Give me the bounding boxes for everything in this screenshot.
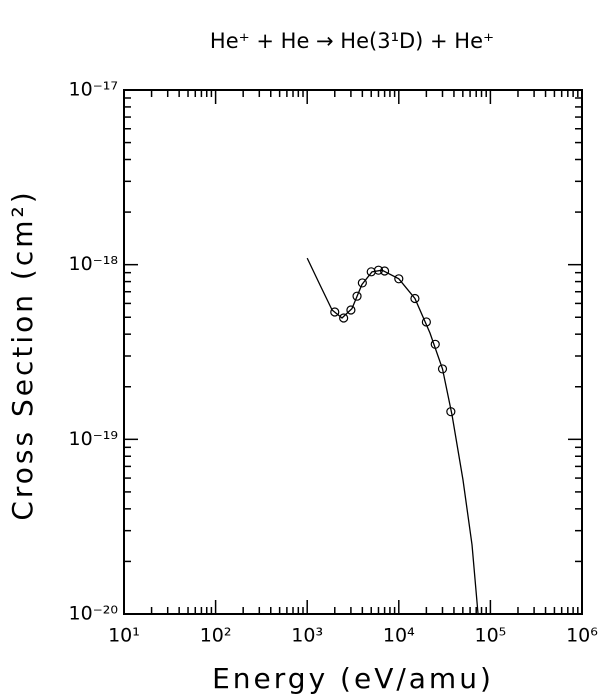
- data-point: [352, 291, 362, 301]
- x-tick-label: 10⁵: [475, 625, 507, 647]
- data-point: [446, 407, 456, 417]
- data-point: [346, 305, 356, 315]
- data-point: [430, 339, 440, 349]
- data-point: [330, 307, 340, 317]
- x-tick-label: 10²: [200, 625, 232, 647]
- y-tick-label: 10⁻¹⁸: [69, 253, 118, 275]
- data-point: [380, 266, 390, 276]
- data-point: [357, 278, 367, 288]
- x-tick-label: 10³: [291, 625, 323, 647]
- data-point: [339, 313, 349, 323]
- y-tick-label: 10⁻¹⁷: [69, 79, 118, 101]
- data-point: [394, 274, 404, 284]
- data-point: [373, 265, 384, 275]
- plot-frame: [123, 89, 583, 615]
- x-tick-label: 10¹: [108, 625, 140, 647]
- data-point: [437, 364, 448, 374]
- x-tick-label: 10⁶: [566, 625, 598, 647]
- y-axis-label: Cross Section (cm²): [6, 189, 39, 520]
- data-point: [421, 317, 431, 327]
- x-tick-label: 10⁴: [383, 625, 415, 647]
- data-point: [410, 293, 420, 304]
- y-tick-label: 10⁻¹⁹: [69, 428, 118, 450]
- x-axis-label: Energy (eV/amu): [212, 662, 494, 695]
- y-tick-label: 10⁻²⁰: [69, 603, 118, 625]
- chart-title: He⁺ + He → He(3¹D) + He⁺: [210, 29, 494, 53]
- fit-line: [306, 257, 479, 615]
